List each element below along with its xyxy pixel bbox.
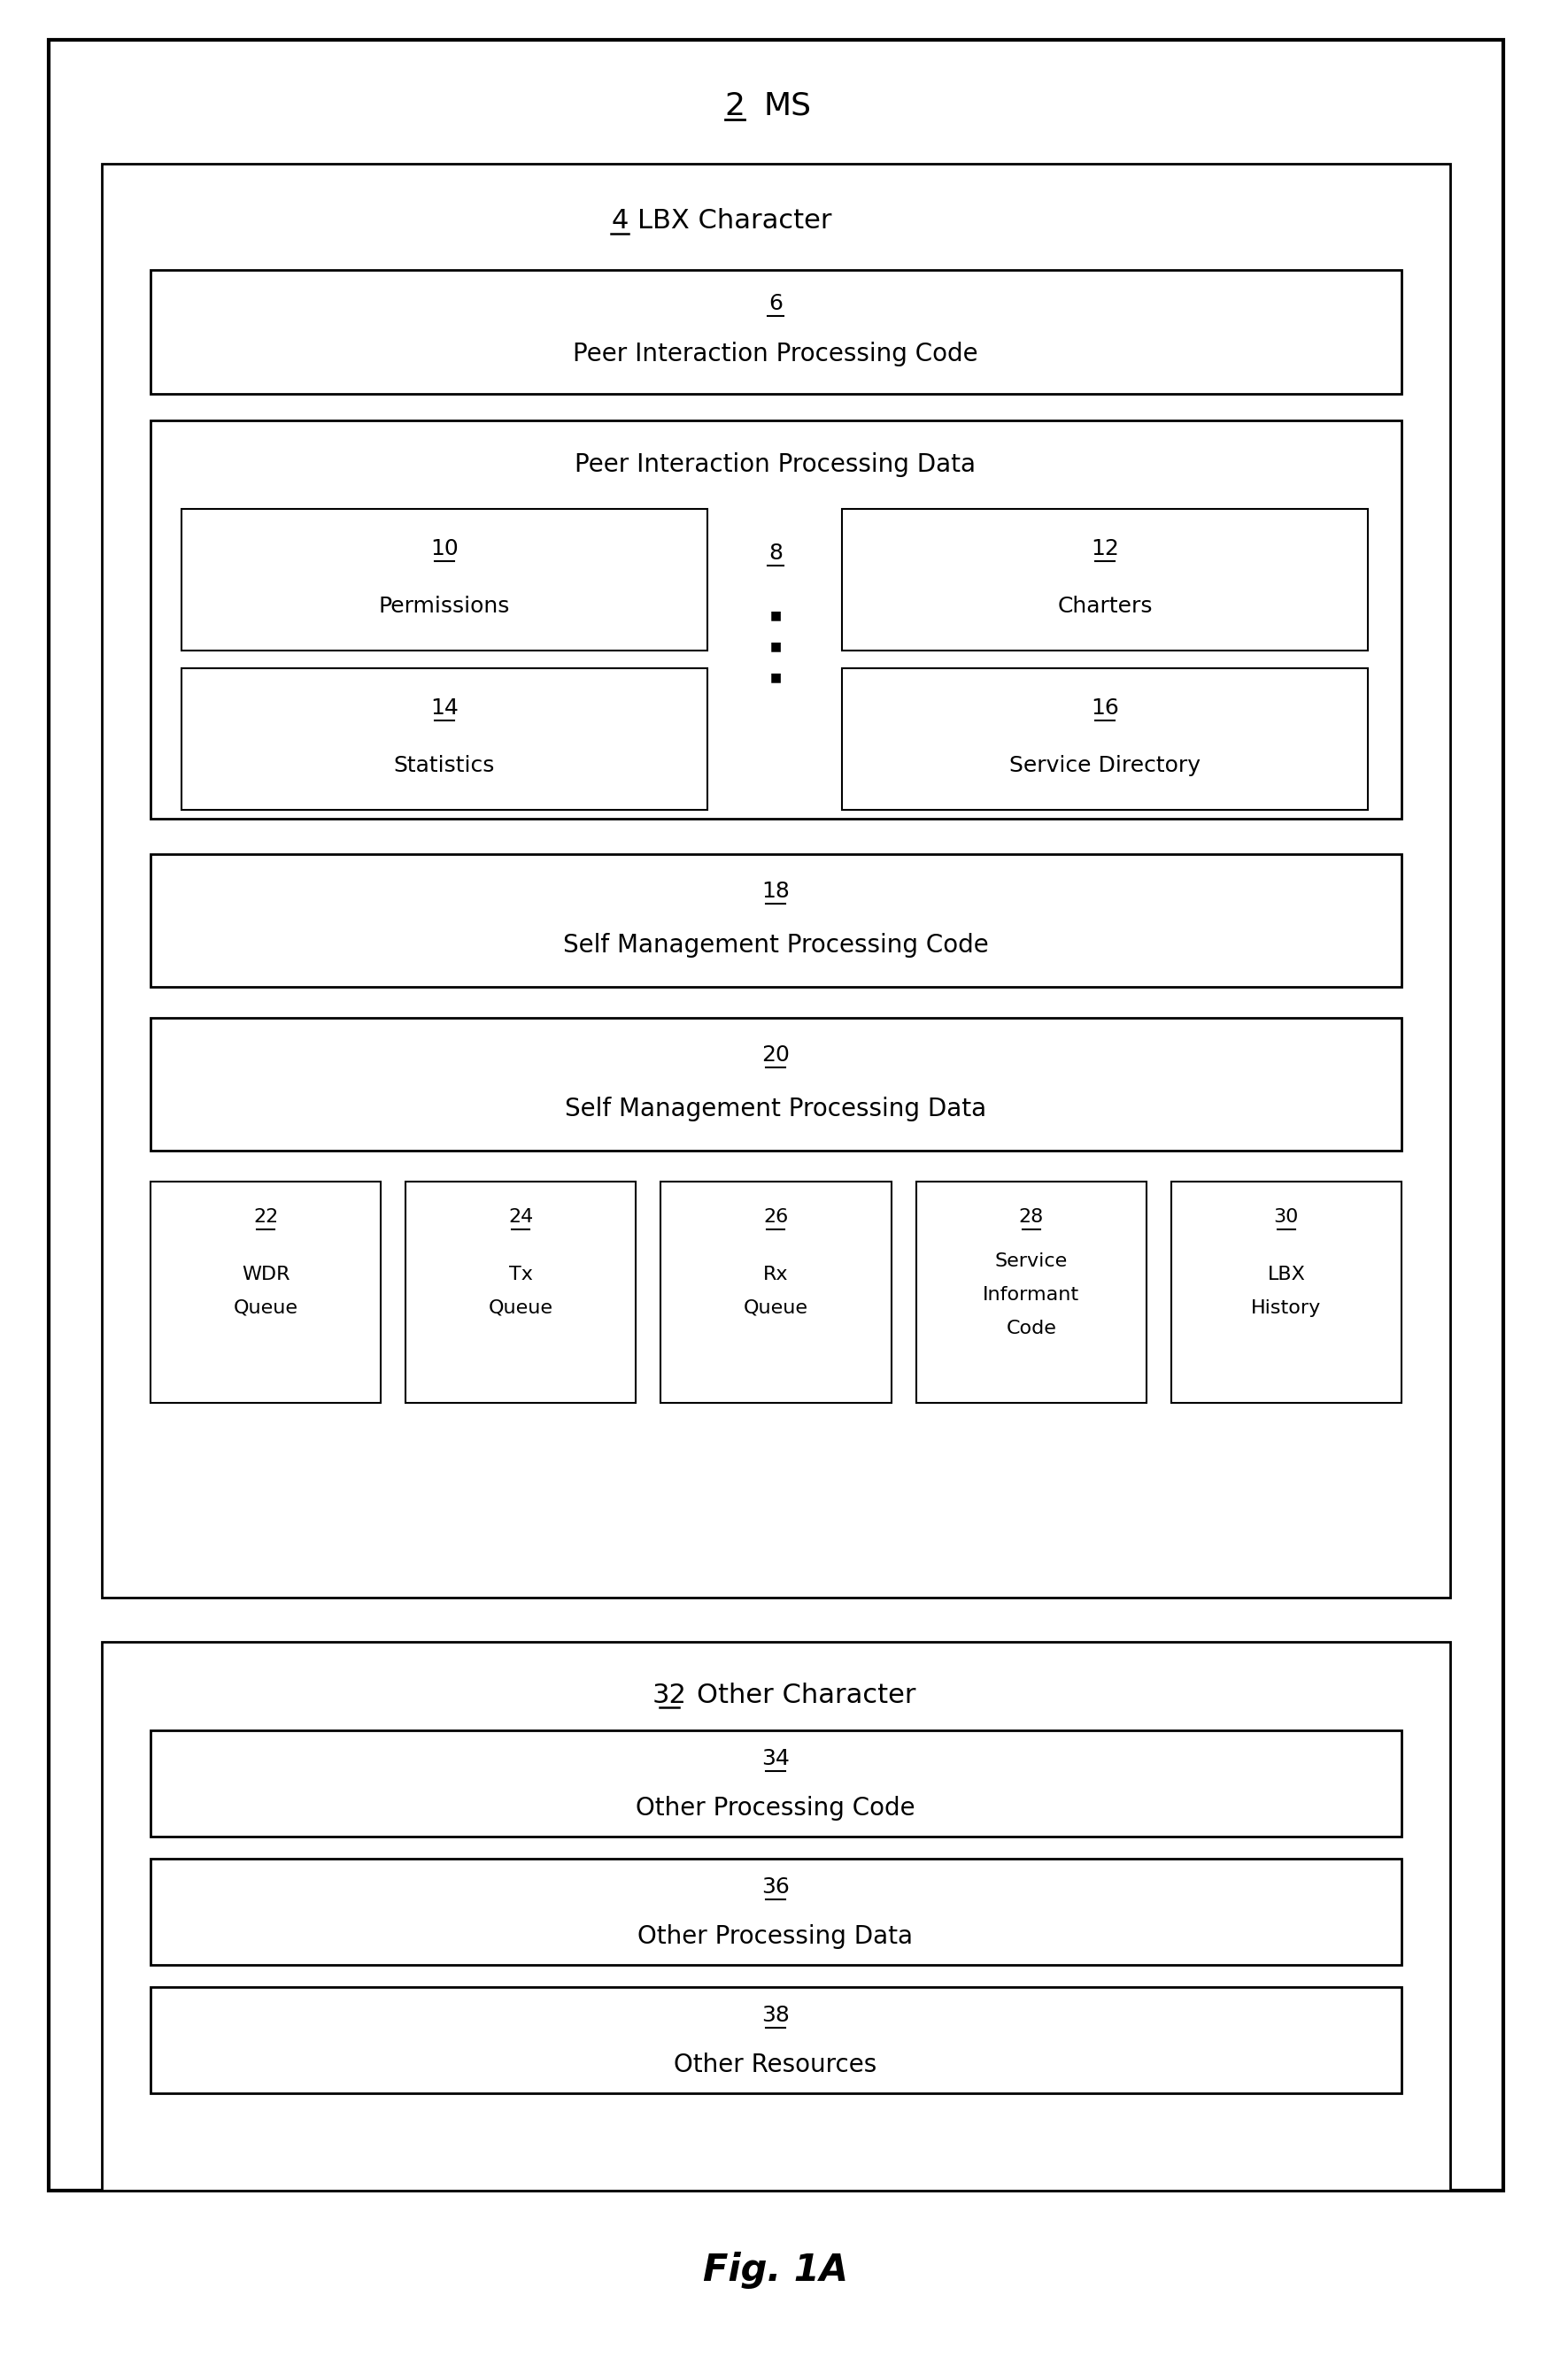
Text: Other Processing Data: Other Processing Data: [638, 1923, 913, 1949]
Bar: [841, 669, 1367, 809]
Bar: [151, 1730, 1401, 1837]
Bar: [182, 509, 708, 650]
Text: Fig. 1A: Fig. 1A: [703, 2251, 847, 2290]
Text: 4: 4: [611, 209, 629, 233]
Text: Other Character: Other Character: [697, 1683, 916, 1709]
Text: Code: Code: [1006, 1319, 1057, 1338]
Text: Queue: Queue: [743, 1299, 809, 1316]
Bar: [151, 421, 1401, 819]
Bar: [1172, 1180, 1401, 1402]
Text: LBX: LBX: [1268, 1266, 1305, 1283]
Text: 26: 26: [764, 1209, 788, 1226]
Text: MS: MS: [764, 90, 812, 121]
Bar: [916, 1180, 1147, 1402]
Bar: [841, 509, 1367, 650]
Text: Other Processing Code: Other Processing Code: [636, 1797, 916, 1821]
Text: Queue: Queue: [489, 1299, 553, 1316]
Text: Permissions: Permissions: [379, 595, 511, 616]
Text: Self Management Processing Code: Self Management Processing Code: [563, 933, 989, 957]
Text: 20: 20: [762, 1045, 790, 1066]
Text: Peer Interaction Processing Data: Peer Interaction Processing Data: [576, 452, 976, 476]
Text: 34: 34: [762, 1747, 790, 1768]
Text: 18: 18: [762, 881, 790, 902]
Text: 38: 38: [762, 2004, 790, 2025]
Bar: [661, 1180, 891, 1402]
Text: 12: 12: [1091, 538, 1119, 559]
Text: 14: 14: [430, 697, 458, 719]
Text: 30: 30: [1274, 1209, 1299, 1226]
Text: Charters: Charters: [1057, 595, 1153, 616]
Text: 36: 36: [762, 1875, 790, 1897]
Text: Tx: Tx: [509, 1266, 532, 1283]
Text: 16: 16: [1091, 697, 1119, 719]
Text: 32: 32: [652, 1683, 686, 1709]
Text: ■: ■: [770, 671, 781, 683]
Text: ■: ■: [770, 640, 781, 652]
Bar: [182, 669, 708, 809]
Text: Self Management Processing Data: Self Management Processing Data: [565, 1097, 987, 1121]
Text: 2: 2: [725, 90, 745, 121]
Bar: [151, 854, 1401, 988]
Text: Service: Service: [995, 1252, 1068, 1271]
Text: 28: 28: [1018, 1209, 1043, 1226]
Bar: [151, 1987, 1401, 2094]
Text: LBX Character: LBX Character: [638, 209, 832, 233]
Bar: [151, 1180, 380, 1402]
Text: 8: 8: [768, 543, 782, 564]
Text: 6: 6: [768, 293, 782, 314]
Bar: [102, 164, 1450, 1597]
Text: Informant: Informant: [982, 1285, 1080, 1304]
Text: Statistics: Statistics: [394, 754, 495, 776]
Text: Peer Interaction Processing Code: Peer Interaction Processing Code: [573, 343, 978, 367]
Text: Rx: Rx: [764, 1266, 788, 1283]
Text: 24: 24: [509, 1209, 534, 1226]
Text: 22: 22: [253, 1209, 278, 1226]
Text: History: History: [1251, 1299, 1321, 1316]
Text: Service Directory: Service Directory: [1009, 754, 1201, 776]
Text: Queue: Queue: [233, 1299, 298, 1316]
Text: Other Resources: Other Resources: [674, 2052, 877, 2078]
Bar: [405, 1180, 636, 1402]
Text: ■: ■: [770, 609, 781, 621]
Bar: [102, 1642, 1450, 2190]
Bar: [151, 1859, 1401, 1966]
Bar: [151, 1019, 1401, 1150]
Bar: [151, 269, 1401, 393]
Text: WDR: WDR: [242, 1266, 290, 1283]
Text: 10: 10: [430, 538, 458, 559]
